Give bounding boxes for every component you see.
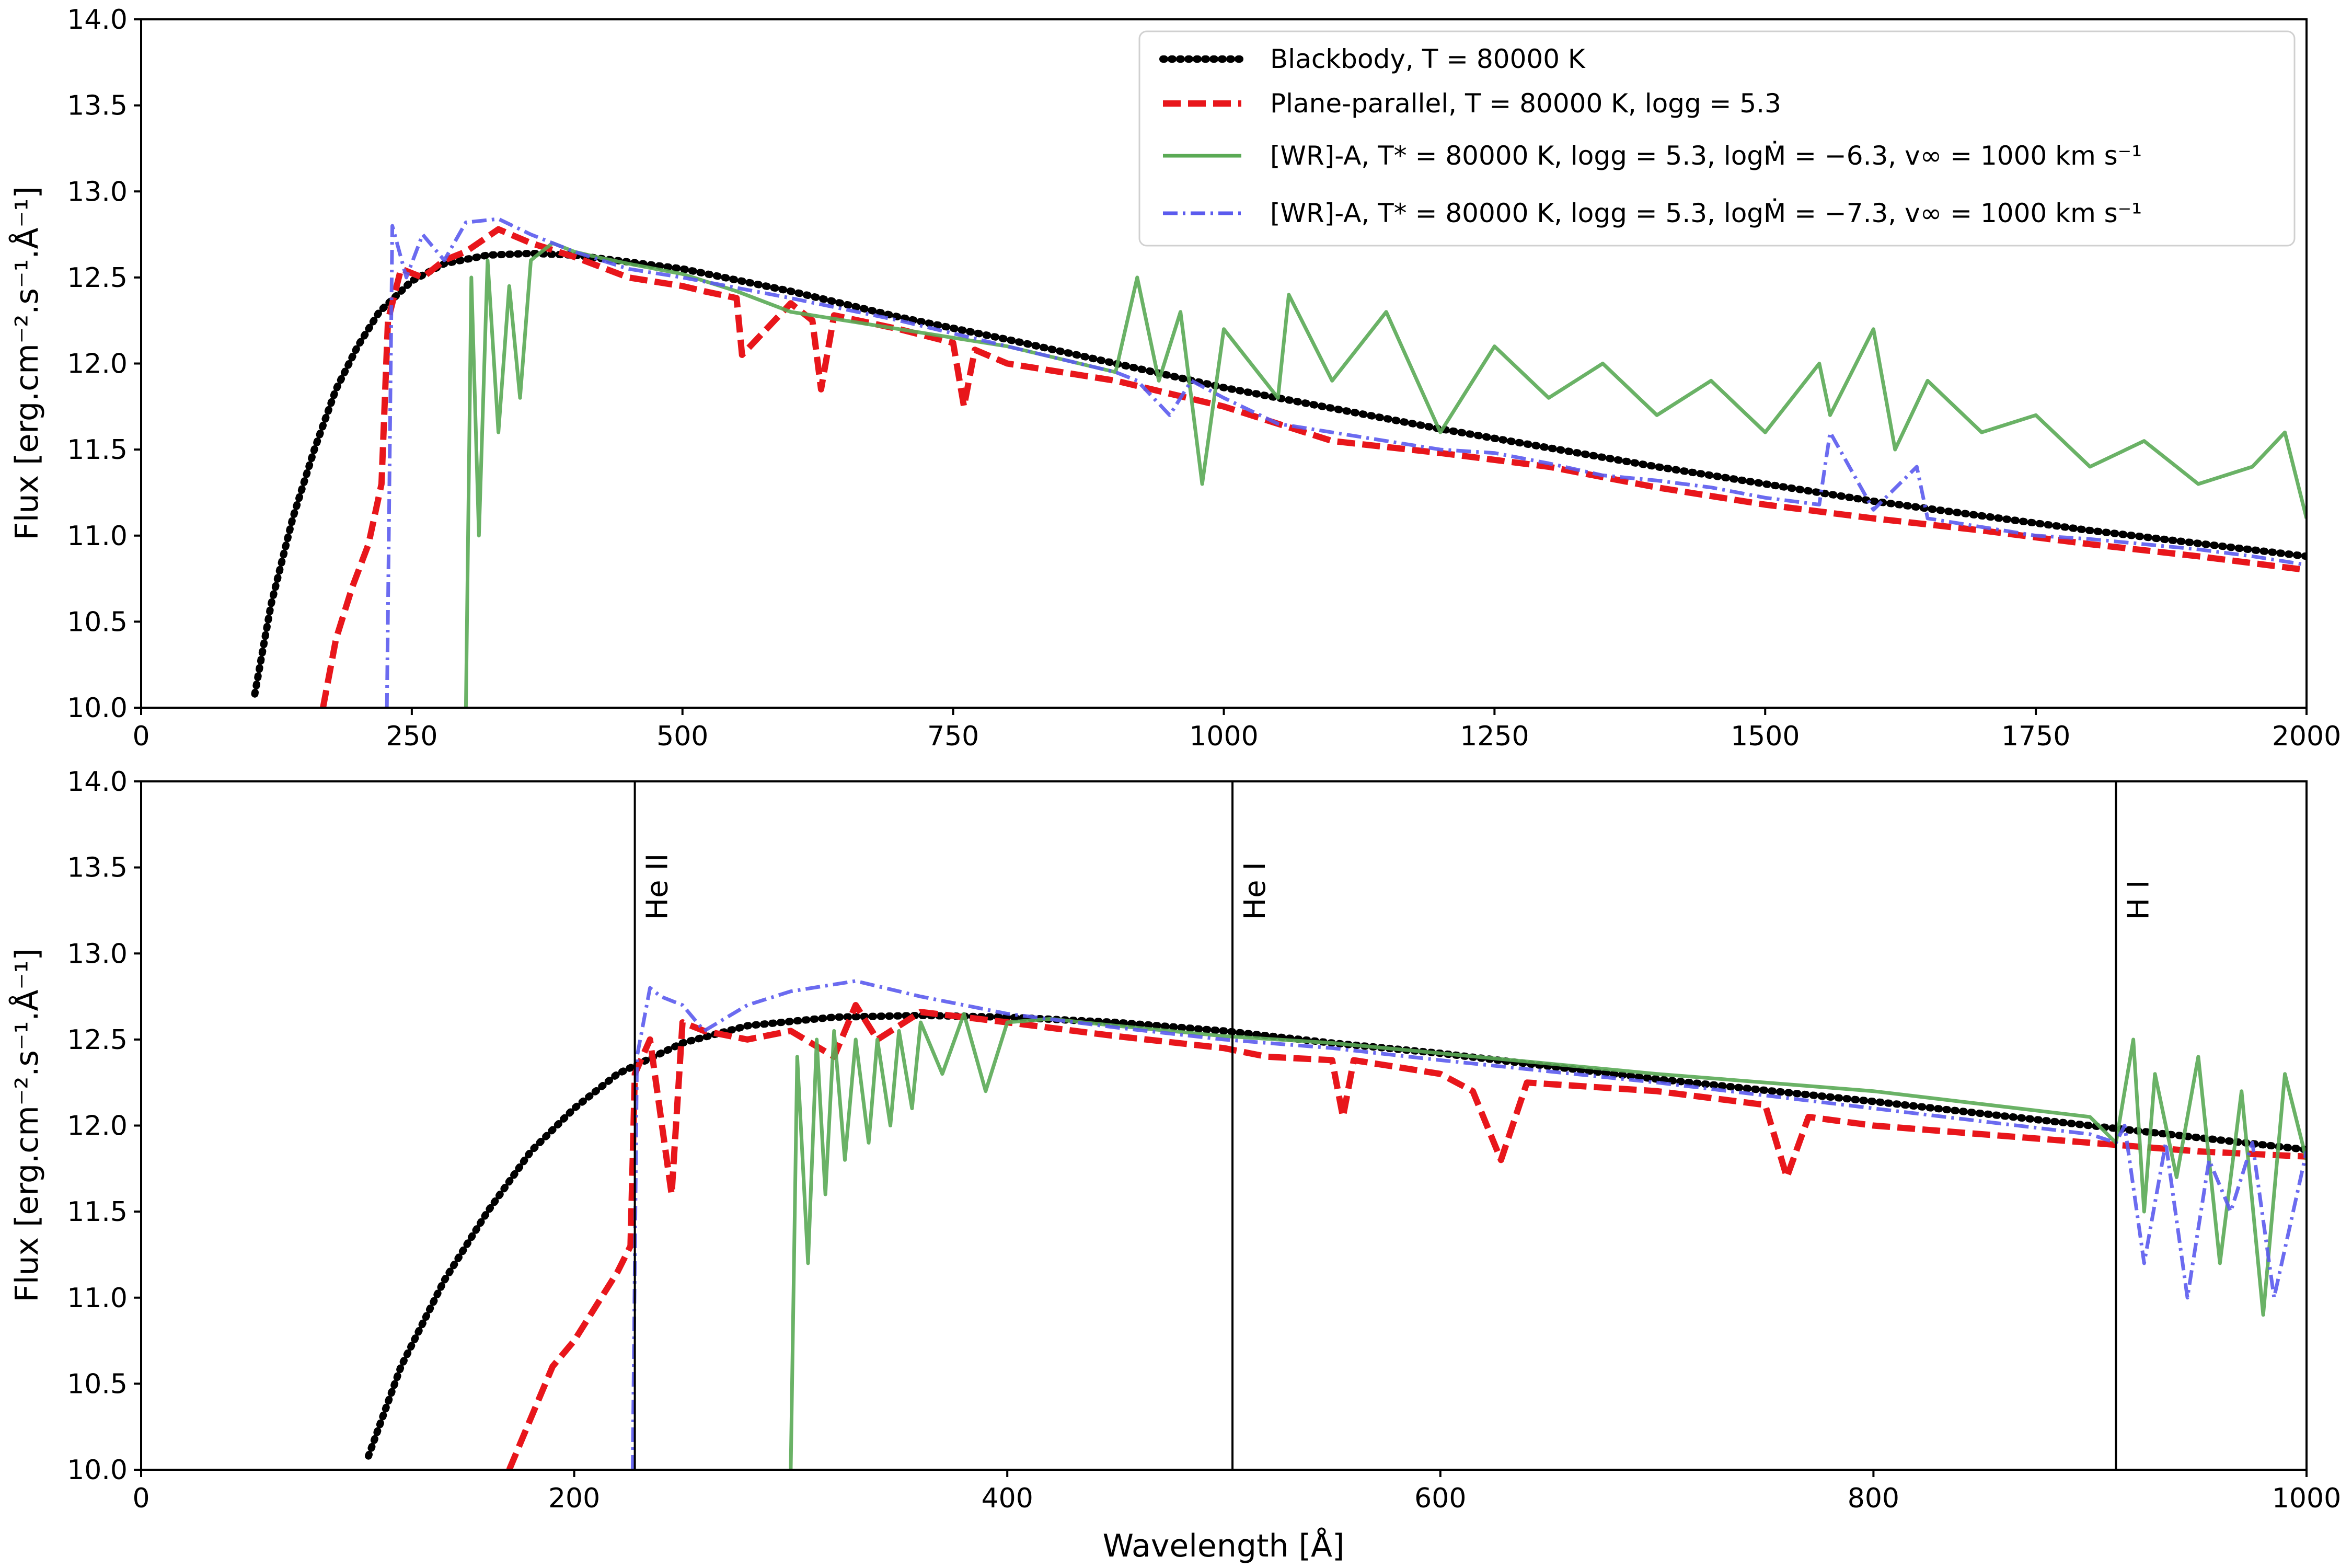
bottom-y-tick-label: 11.0 bbox=[67, 1283, 128, 1314]
bottom-x-tick-label: 200 bbox=[548, 1483, 600, 1514]
bottom-x-tick-label: 0 bbox=[132, 1483, 149, 1514]
bottom-series-group bbox=[365, 979, 2307, 1470]
top-y-tick-label: 14.0 bbox=[67, 4, 128, 36]
edge-label: H I bbox=[2122, 880, 2155, 920]
top-y-tick-label: 13.5 bbox=[67, 90, 128, 122]
top-y-tick-label: 12.0 bbox=[67, 349, 128, 380]
top-plot-frame bbox=[140, 18, 2308, 709]
top-x-tick-label: 1250 bbox=[1460, 721, 1529, 752]
bottom-panel: He II He I H I 0 200 400 600 800 1000 10.0 10.5 11… bbox=[8, 766, 2341, 1564]
legend: Blackbody, T = 80000 K Plane-parallel, T… bbox=[1138, 30, 2296, 247]
top-x-tick-label: 1500 bbox=[1731, 721, 1800, 752]
top-x-tick-label: 2000 bbox=[2272, 721, 2341, 752]
top-x-tick-label: 1750 bbox=[2001, 721, 2070, 752]
legend-entry-plane-parallel: Plane-parallel, T = 80000 K, logg = 5.3 bbox=[1270, 88, 1781, 119]
top-y-tick-label: 13.0 bbox=[67, 176, 128, 207]
bottom-x-tick-label: 1000 bbox=[2272, 1483, 2341, 1514]
bottom-series-wr-low bbox=[631, 979, 2307, 1470]
bottom-edge-annotations: He II He I H I bbox=[633, 781, 2155, 1470]
top-x-tick-label: 1000 bbox=[1189, 721, 1258, 752]
bottom-series-plane-parallel bbox=[506, 1002, 2307, 1470]
top-x-tick-label: 250 bbox=[386, 721, 437, 752]
bottom-y-tick-label: 12.5 bbox=[67, 1024, 128, 1056]
bottom-y-tick-label: 14.0 bbox=[67, 766, 128, 798]
top-y-axis-label: Flux [erg.cm⁻².s⁻¹.Å⁻¹] bbox=[8, 186, 45, 540]
legend-entry-blackbody: Blackbody, T = 80000 K bbox=[1270, 44, 1586, 74]
bottom-y-tick-label: 10.5 bbox=[67, 1368, 128, 1400]
bottom-axes: 0 200 400 600 800 1000 10.0 10.5 11.0 11.5 12.0 12.… bbox=[67, 766, 2341, 1514]
bottom-y-tick-label: 13.0 bbox=[67, 938, 128, 970]
top-x-tick-label: 0 bbox=[132, 721, 149, 752]
top-series-wr-high bbox=[464, 241, 2307, 708]
top-y-tick-label: 11.5 bbox=[67, 434, 128, 466]
top-axes: 0 250 500 750 1000 1250 1500 1750 2000 10.0 10.5 11… bbox=[67, 4, 2341, 752]
bottom-series-blackbody bbox=[365, 1011, 2307, 1460]
top-y-tick-label: 10.5 bbox=[67, 606, 128, 638]
top-series-wr-low bbox=[385, 217, 2307, 708]
edge-label: He II bbox=[641, 854, 675, 920]
top-x-tick-label: 750 bbox=[927, 721, 979, 752]
top-panel: 0 250 500 750 1000 1250 1500 1750 2000 10.0 10.5 11… bbox=[8, 4, 2341, 752]
bottom-y-axis-label: Flux [erg.cm⁻².s⁻¹.Å⁻¹] bbox=[8, 948, 45, 1302]
top-x-tick-label: 500 bbox=[656, 721, 708, 752]
top-y-tick-label: 12.5 bbox=[67, 262, 128, 294]
top-y-tick-label: 10.0 bbox=[67, 693, 128, 724]
bottom-x-axis-label: Wavelength [Å] bbox=[1103, 1527, 1345, 1564]
legend-entry-wr-low: [WR]-A, T* = 80000 K, logg = 5.3, logṀ =… bbox=[1270, 198, 2142, 228]
legend-box bbox=[1138, 30, 2296, 247]
top-y-tick-label: 11.0 bbox=[67, 521, 128, 552]
bottom-y-tick-label: 10.0 bbox=[67, 1455, 128, 1486]
bottom-x-tick-label: 800 bbox=[1848, 1483, 1899, 1514]
bottom-y-tick-label: 11.5 bbox=[67, 1196, 128, 1228]
bottom-plot-frame bbox=[140, 780, 2308, 1471]
top-series-group bbox=[251, 217, 2307, 708]
bottom-y-tick-label: 12.0 bbox=[67, 1111, 128, 1142]
legend-entry-wr-high: [WR]-A, T* = 80000 K, logg = 5.3, logṀ =… bbox=[1270, 141, 2142, 171]
bottom-y-tick-label: 13.5 bbox=[67, 852, 128, 884]
bottom-x-tick-label: 600 bbox=[1414, 1483, 1466, 1514]
bottom-x-tick-label: 400 bbox=[982, 1483, 1033, 1514]
edge-label: He I bbox=[1238, 862, 1272, 920]
